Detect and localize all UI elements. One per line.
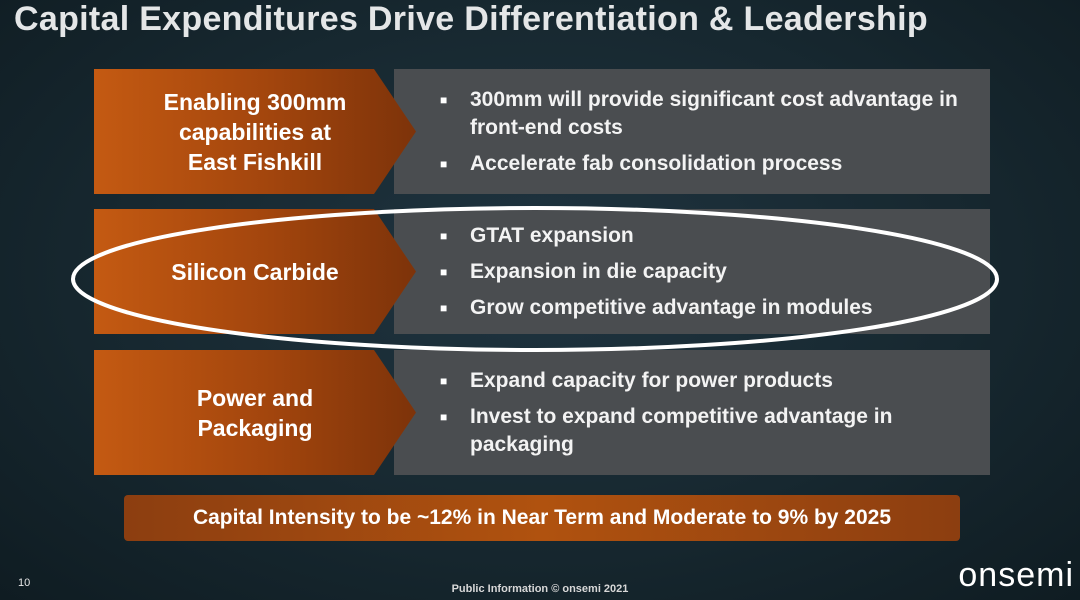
bullet-list: ■ 300mm will provide significant cost ad…	[434, 69, 970, 194]
capital-intensity-banner: Capital Intensity to be ~12% in Near Ter…	[124, 495, 960, 541]
bullet-item: ■ GTAT expansion	[434, 222, 970, 250]
page-number: 10	[18, 577, 31, 589]
footer-text: Public Information © onsemi 2021	[451, 583, 629, 595]
section-arrow: Enabling 300mm capabilities at East Fish…	[94, 69, 416, 194]
section-panel	[394, 69, 990, 194]
section-label: Power and Packaging	[196, 384, 314, 441]
bullet-text: Expand capacity for power products	[470, 368, 833, 392]
square-bullet-icon: ■	[440, 92, 448, 107]
square-bullet-icon: ■	[440, 228, 448, 243]
bullet-item: ■ Expand capacity for power products	[434, 367, 970, 395]
square-bullet-icon: ■	[440, 300, 448, 315]
bullet-text: Accelerate fab consolidation process	[470, 151, 843, 175]
bullet-list: ■ Expand capacity for power products ■ I…	[434, 350, 970, 475]
bullet-item: ■ 300mm will provide significant cost ad…	[434, 86, 970, 142]
square-bullet-icon: ■	[440, 409, 448, 424]
onsemi-logo: onsemi	[958, 556, 1074, 594]
bullet-text: GTAT expansion	[470, 223, 634, 247]
bullet-list: ■ GTAT expansion ■ Expansion in die capa…	[434, 209, 970, 334]
section-arrow: Silicon Carbide	[94, 209, 416, 334]
square-bullet-icon: ■	[440, 156, 448, 171]
bullet-text: Grow competitive advantage in modules	[470, 295, 873, 319]
section-panel	[394, 350, 990, 475]
section-row-silicon-carbide: Silicon Carbide ■ GTAT expansion ■ Expan…	[94, 209, 990, 334]
section-label: Enabling 300mm capabilities at East Fish…	[163, 88, 347, 175]
bullet-item: ■ Expansion in die capacity	[434, 258, 970, 286]
bullet-item: ■ Grow competitive advantage in modules	[434, 294, 970, 322]
slide-title: Capital Expenditures Drive Differentiati…	[14, 0, 928, 38]
bullet-text: Invest to expand competitive advantage i…	[470, 404, 893, 456]
bullet-item: ■ Accelerate fab consolidation process	[434, 150, 970, 178]
section-arrow: Power and Packaging	[94, 350, 416, 475]
square-bullet-icon: ■	[440, 264, 448, 279]
bullet-text: 300mm will provide significant cost adva…	[470, 87, 958, 139]
bullet-text: Expansion in die capacity	[470, 259, 727, 283]
section-row-300mm: Enabling 300mm capabilities at East Fish…	[94, 69, 990, 194]
section-label: Silicon Carbide	[171, 258, 339, 285]
section-row-power-packaging: Power and Packaging ■ Expand capacity fo…	[94, 350, 990, 475]
square-bullet-icon: ■	[440, 373, 448, 388]
bullet-item: ■ Invest to expand competitive advantage…	[434, 403, 970, 459]
